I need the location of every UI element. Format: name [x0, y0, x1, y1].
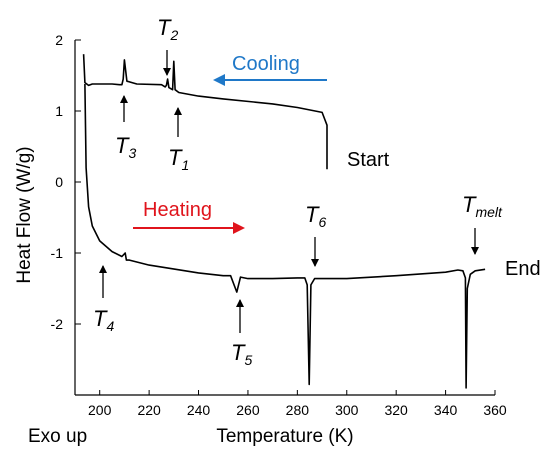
x-tick-label: 280 — [286, 402, 310, 418]
heating-curve — [84, 83, 486, 389]
t3-marker: T3 — [115, 95, 136, 161]
exo-up-note: Exo up — [28, 426, 87, 447]
t5-marker: T5 — [231, 299, 252, 368]
y-tick-label: -2 — [51, 316, 64, 332]
t3-label: T3 — [115, 133, 136, 161]
y-tick-label: 1 — [55, 103, 63, 119]
y-ticks: 2 1 0 -1 -2 — [51, 32, 81, 332]
t2-label: T2 — [157, 15, 178, 43]
x-ticks: 200 220 240 260 280 300 320 340 360 — [88, 390, 507, 418]
t1-label: T1 — [168, 145, 189, 173]
t5-label: T5 — [231, 340, 252, 368]
start-label: Start — [347, 149, 390, 171]
x-tick-label: 320 — [384, 402, 408, 418]
t1-marker: T1 — [168, 107, 189, 173]
x-tick-label: 300 — [335, 402, 359, 418]
x-axis-title: Temperature (K) — [216, 426, 353, 447]
heating-annotation: Heating — [133, 199, 245, 234]
x-tick-label: 240 — [187, 402, 211, 418]
axes — [74, 40, 495, 396]
y-axis-title: Heat Flow (W/g) — [14, 146, 35, 283]
x-tick-label: 260 — [236, 402, 260, 418]
x-tick-label: 360 — [483, 402, 507, 418]
t2-marker: T2 — [157, 15, 178, 76]
t6-marker: T6 — [305, 202, 326, 267]
end-label: End — [505, 258, 541, 280]
cooling-annotation: Cooling — [213, 53, 327, 86]
curves — [82, 54, 486, 389]
x-tick-label: 340 — [434, 402, 458, 418]
tmelt-marker: Tmelt — [462, 192, 503, 255]
cooling-label: Cooling — [232, 53, 300, 75]
y-tick-label: 0 — [55, 174, 63, 190]
t4-marker: T4 — [93, 265, 114, 334]
t6-label: T6 — [305, 202, 326, 230]
x-tick-label: 200 — [88, 402, 112, 418]
y-tick-label: 2 — [55, 32, 63, 48]
cooling-curve — [82, 54, 328, 170]
tmelt-label: Tmelt — [462, 192, 503, 220]
heating-label: Heating — [143, 199, 212, 221]
t4-label: T4 — [93, 306, 114, 334]
y-tick-label: -1 — [51, 245, 64, 261]
x-tick-label: 220 — [137, 402, 161, 418]
